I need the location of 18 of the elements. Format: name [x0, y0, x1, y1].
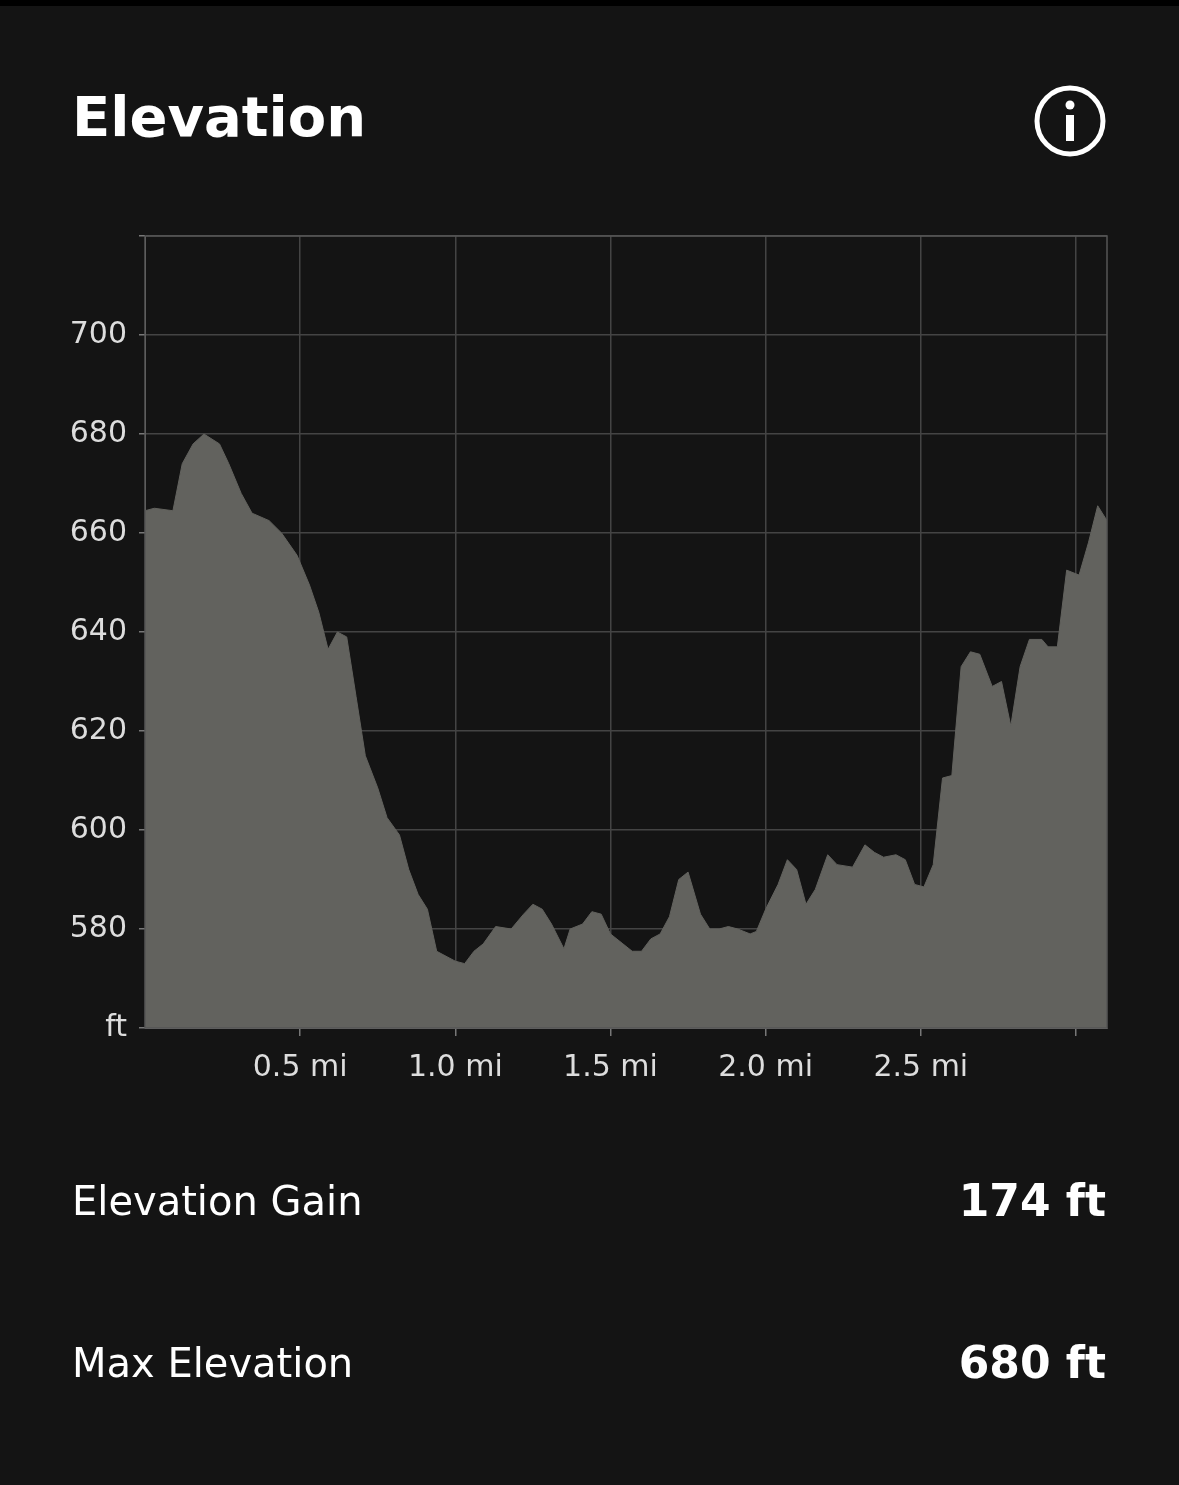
y-tick-label: 580	[69, 908, 127, 944]
y-tick-label: 680	[69, 413, 127, 449]
text: 680 ft	[958, 1337, 1106, 1388]
text: Max Elevation	[72, 1339, 354, 1386]
x-tick-label: 1.5 mi	[563, 1047, 658, 1083]
y-tick-label: 620	[69, 710, 127, 746]
y-tick-label: ft	[105, 1007, 128, 1043]
chart-title: Elevation	[72, 84, 367, 149]
x-tick-label: 2.5 mi	[873, 1047, 969, 1083]
text: Elevation Gain	[72, 1177, 363, 1224]
y-tick-label: 640	[69, 611, 127, 647]
y-tick-label: 660	[69, 512, 127, 548]
x-tick-label: 1.0 mi	[407, 1047, 503, 1083]
text: 174 ft	[958, 1175, 1106, 1226]
y-tick-label: 600	[69, 809, 127, 845]
y-tick-label: 700	[69, 314, 127, 350]
x-tick-label: 0.5 mi	[252, 1047, 348, 1083]
x-tick-label: 2.0 mi	[718, 1047, 814, 1083]
